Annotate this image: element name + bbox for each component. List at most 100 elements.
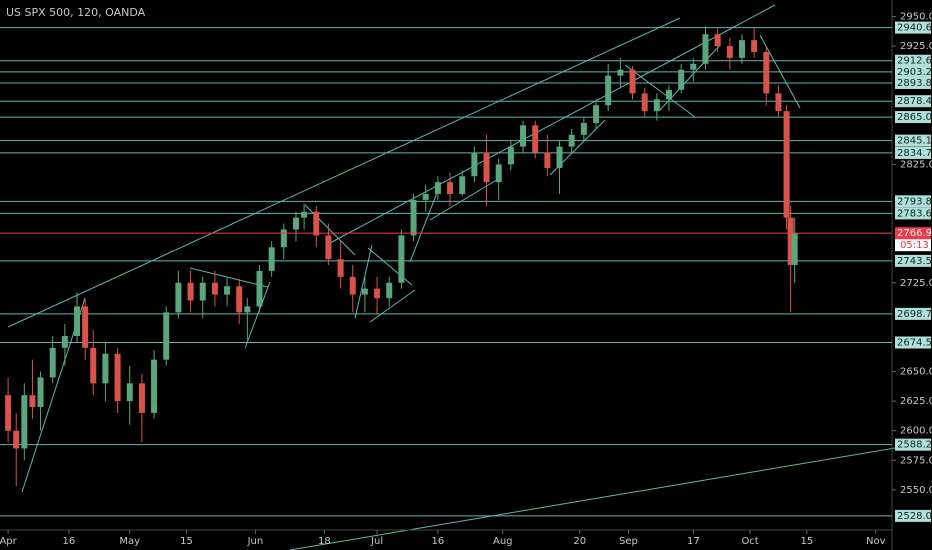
level-label: 2893.8 bbox=[897, 78, 932, 89]
candle-body bbox=[224, 286, 231, 295]
candle-body bbox=[398, 235, 405, 283]
candle-body bbox=[151, 359, 158, 413]
level-label-box bbox=[895, 95, 931, 108]
candle-body bbox=[361, 288, 368, 295]
chart-title: US SPX 500, 120, OANDA bbox=[6, 6, 146, 19]
candle-body bbox=[690, 63, 697, 70]
y-tick-label: 2550.0 bbox=[900, 485, 932, 496]
level-label: 2588.2 bbox=[897, 440, 932, 451]
candle-body bbox=[199, 282, 206, 301]
x-tick-label: Aug bbox=[493, 536, 513, 547]
x-tick-label: 15 bbox=[180, 536, 193, 547]
candle-body bbox=[568, 134, 575, 147]
candle-body bbox=[386, 282, 393, 299]
candle-body bbox=[37, 377, 44, 408]
level-label-box bbox=[895, 65, 931, 78]
level-label: 2865.0 bbox=[897, 112, 932, 123]
level-label: 2912.6 bbox=[897, 56, 932, 67]
candle-body bbox=[629, 69, 636, 94]
candle-body bbox=[5, 395, 12, 431]
candle-body bbox=[580, 122, 587, 135]
candle-body bbox=[74, 306, 81, 337]
candle-body bbox=[313, 211, 320, 236]
x-tick-label: Jun bbox=[247, 536, 264, 547]
candle-body bbox=[605, 75, 612, 106]
candle-body bbox=[544, 152, 551, 168]
candle-body bbox=[301, 211, 308, 218]
level-label: 2903.2 bbox=[897, 67, 932, 78]
level-label: 2698.7 bbox=[897, 309, 932, 320]
x-tick-label: 16 bbox=[63, 536, 76, 547]
candle-body bbox=[787, 217, 794, 265]
level-label-box bbox=[895, 111, 931, 124]
candle-body bbox=[459, 176, 466, 194]
candle-body bbox=[337, 259, 344, 277]
countdown-box bbox=[895, 239, 931, 252]
level-label: 2878.4 bbox=[897, 96, 932, 107]
x-tick-label: Oct bbox=[741, 536, 758, 547]
level-label-box bbox=[895, 195, 931, 208]
candle-body bbox=[495, 164, 502, 183]
candle-body bbox=[775, 93, 782, 112]
y-tick-label: 2600.0 bbox=[900, 426, 932, 437]
candle-body bbox=[236, 286, 243, 313]
candle-body bbox=[791, 233, 798, 265]
candle-body bbox=[653, 99, 660, 112]
level-label-box bbox=[895, 54, 931, 67]
candle-body bbox=[447, 182, 454, 194]
candle-body bbox=[187, 282, 194, 301]
y-tick-label: 2925.0 bbox=[900, 41, 932, 52]
level-label-box bbox=[895, 146, 931, 159]
candle-body bbox=[666, 89, 672, 100]
x-tick-label: Sep bbox=[619, 536, 638, 547]
candle-body bbox=[138, 383, 145, 413]
countdown: 05:13 bbox=[900, 240, 929, 251]
x-tick-label: 15 bbox=[800, 536, 813, 547]
y-tick-label: 2950.0 bbox=[900, 11, 932, 22]
candle-body bbox=[678, 69, 685, 90]
candle-body bbox=[641, 93, 648, 112]
level-label-box bbox=[895, 509, 931, 522]
level-label-box bbox=[895, 336, 931, 349]
candle-body bbox=[13, 430, 20, 449]
x-tick-label: Nov bbox=[866, 536, 886, 547]
candle-body bbox=[410, 199, 417, 236]
candle-body bbox=[556, 146, 563, 168]
current-price-label: 2766.9 bbox=[897, 228, 932, 239]
candle-body bbox=[783, 111, 790, 218]
candle-body bbox=[520, 125, 527, 147]
level-label-box bbox=[895, 207, 931, 220]
candle-body bbox=[268, 247, 275, 271]
candle-body bbox=[280, 229, 287, 248]
candle-body bbox=[61, 336, 68, 348]
y-tick-label: 2725.0 bbox=[900, 278, 932, 289]
x-tick-label: 16 bbox=[432, 536, 445, 547]
candle-body bbox=[374, 288, 381, 299]
level-label-box bbox=[895, 438, 931, 451]
level-label: 2940.6 bbox=[897, 23, 932, 34]
x-tick-label: 20 bbox=[573, 536, 586, 547]
candle-body bbox=[82, 306, 89, 348]
candle-body bbox=[532, 125, 539, 153]
candle-body bbox=[763, 51, 770, 94]
x-tick-label: May bbox=[119, 536, 140, 547]
candle-body bbox=[244, 306, 251, 313]
candle-body bbox=[102, 353, 109, 384]
y-tick-label: 2625.0 bbox=[900, 396, 932, 407]
candle-body bbox=[751, 40, 758, 52]
candle-body bbox=[163, 312, 170, 360]
candle-body bbox=[617, 69, 624, 76]
level-label-box bbox=[895, 21, 931, 34]
level-label: 2793.8 bbox=[897, 196, 932, 207]
x-tick-label: 17 bbox=[687, 536, 700, 547]
candle-body bbox=[211, 282, 218, 295]
level-label-box bbox=[895, 254, 931, 267]
level-label: 2743.5 bbox=[897, 256, 932, 267]
y-tick-label: 2650.0 bbox=[900, 367, 932, 378]
candle-body bbox=[702, 34, 709, 64]
candle-body bbox=[738, 40, 745, 58]
candle-body bbox=[593, 105, 600, 123]
level-label: 2845.1 bbox=[897, 136, 932, 147]
candle-body bbox=[434, 182, 441, 194]
